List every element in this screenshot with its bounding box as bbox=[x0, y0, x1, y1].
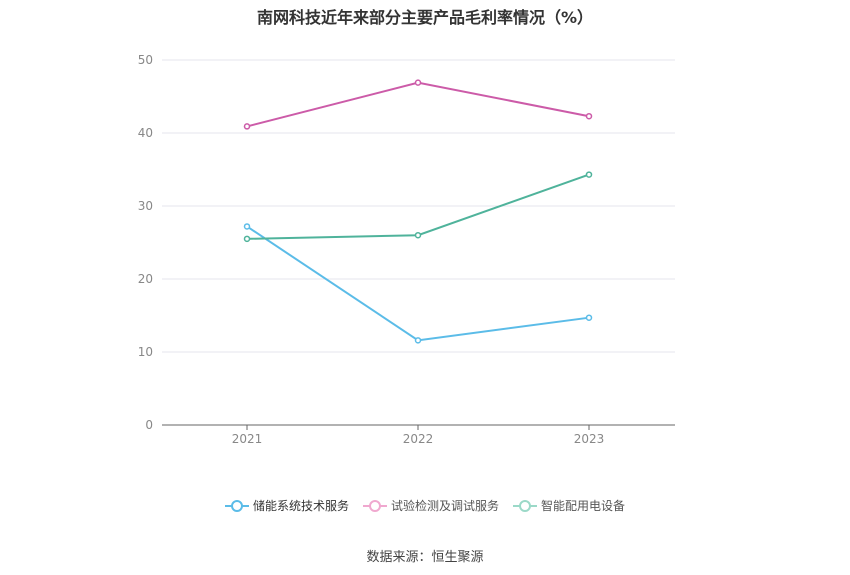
data-point-0-2022 bbox=[414, 337, 422, 344]
y-tick-label-30: 30 bbox=[138, 199, 153, 213]
chart-title: 南网科技近年来部分主要产品毛利率情况（%） bbox=[256, 8, 594, 27]
legend-marker-testing-icon bbox=[362, 499, 387, 512]
x-tick-label-2022: 2022 bbox=[403, 432, 434, 446]
y-tick-label-40: 40 bbox=[138, 126, 153, 140]
axes: 0 10 20 30 40 50 2021 2022 2023 bbox=[138, 53, 675, 446]
y-tick-label-0: 0 bbox=[145, 418, 153, 432]
legend-item-testing[interactable]: 试验检测及调试服务 bbox=[362, 497, 499, 514]
series-line-2 bbox=[246, 173, 590, 240]
legend-label-testing: 试验检测及调试服务 bbox=[390, 499, 499, 513]
legend-marker-equipment-icon bbox=[513, 499, 537, 512]
data-point-2-2021 bbox=[243, 235, 251, 243]
legend-item-storage[interactable]: 储能系统技术服务 bbox=[224, 497, 349, 514]
data-point-1-2023 bbox=[585, 112, 593, 120]
legend-item-equipment[interactable]: 智能配用电设备 bbox=[513, 497, 625, 514]
data-point-2-2022 bbox=[414, 231, 422, 239]
data-point-0-2021 bbox=[243, 223, 251, 230]
data-point-2-2023 bbox=[585, 171, 593, 178]
legend-label-storage: 储能系统技术服务 bbox=[252, 499, 349, 513]
legend-label-equipment: 智能配用电设备 bbox=[541, 499, 626, 513]
y-tick-label-20: 20 bbox=[138, 272, 153, 286]
data-point-1-2022 bbox=[414, 79, 422, 86]
series-line-0 bbox=[246, 225, 590, 342]
grid-lines bbox=[162, 59, 675, 353]
series-line-1 bbox=[246, 81, 590, 128]
legend-marker-storage-icon bbox=[224, 499, 249, 512]
legend: 储能系统技术服务 试验检测及调试服务 智能配用电设备 bbox=[0, 497, 850, 514]
x-tick-label-2023: 2023 bbox=[574, 432, 605, 446]
x-tick-label-2021: 2021 bbox=[232, 432, 263, 446]
data-point-1-2021 bbox=[243, 123, 251, 130]
y-tick-label-50: 50 bbox=[138, 53, 153, 67]
y-tick-label-10: 10 bbox=[138, 345, 153, 359]
data-point-0-2023 bbox=[585, 314, 593, 321]
data-source: 数据来源：恒生聚源 bbox=[366, 550, 484, 565]
series-lines bbox=[243, 79, 593, 344]
